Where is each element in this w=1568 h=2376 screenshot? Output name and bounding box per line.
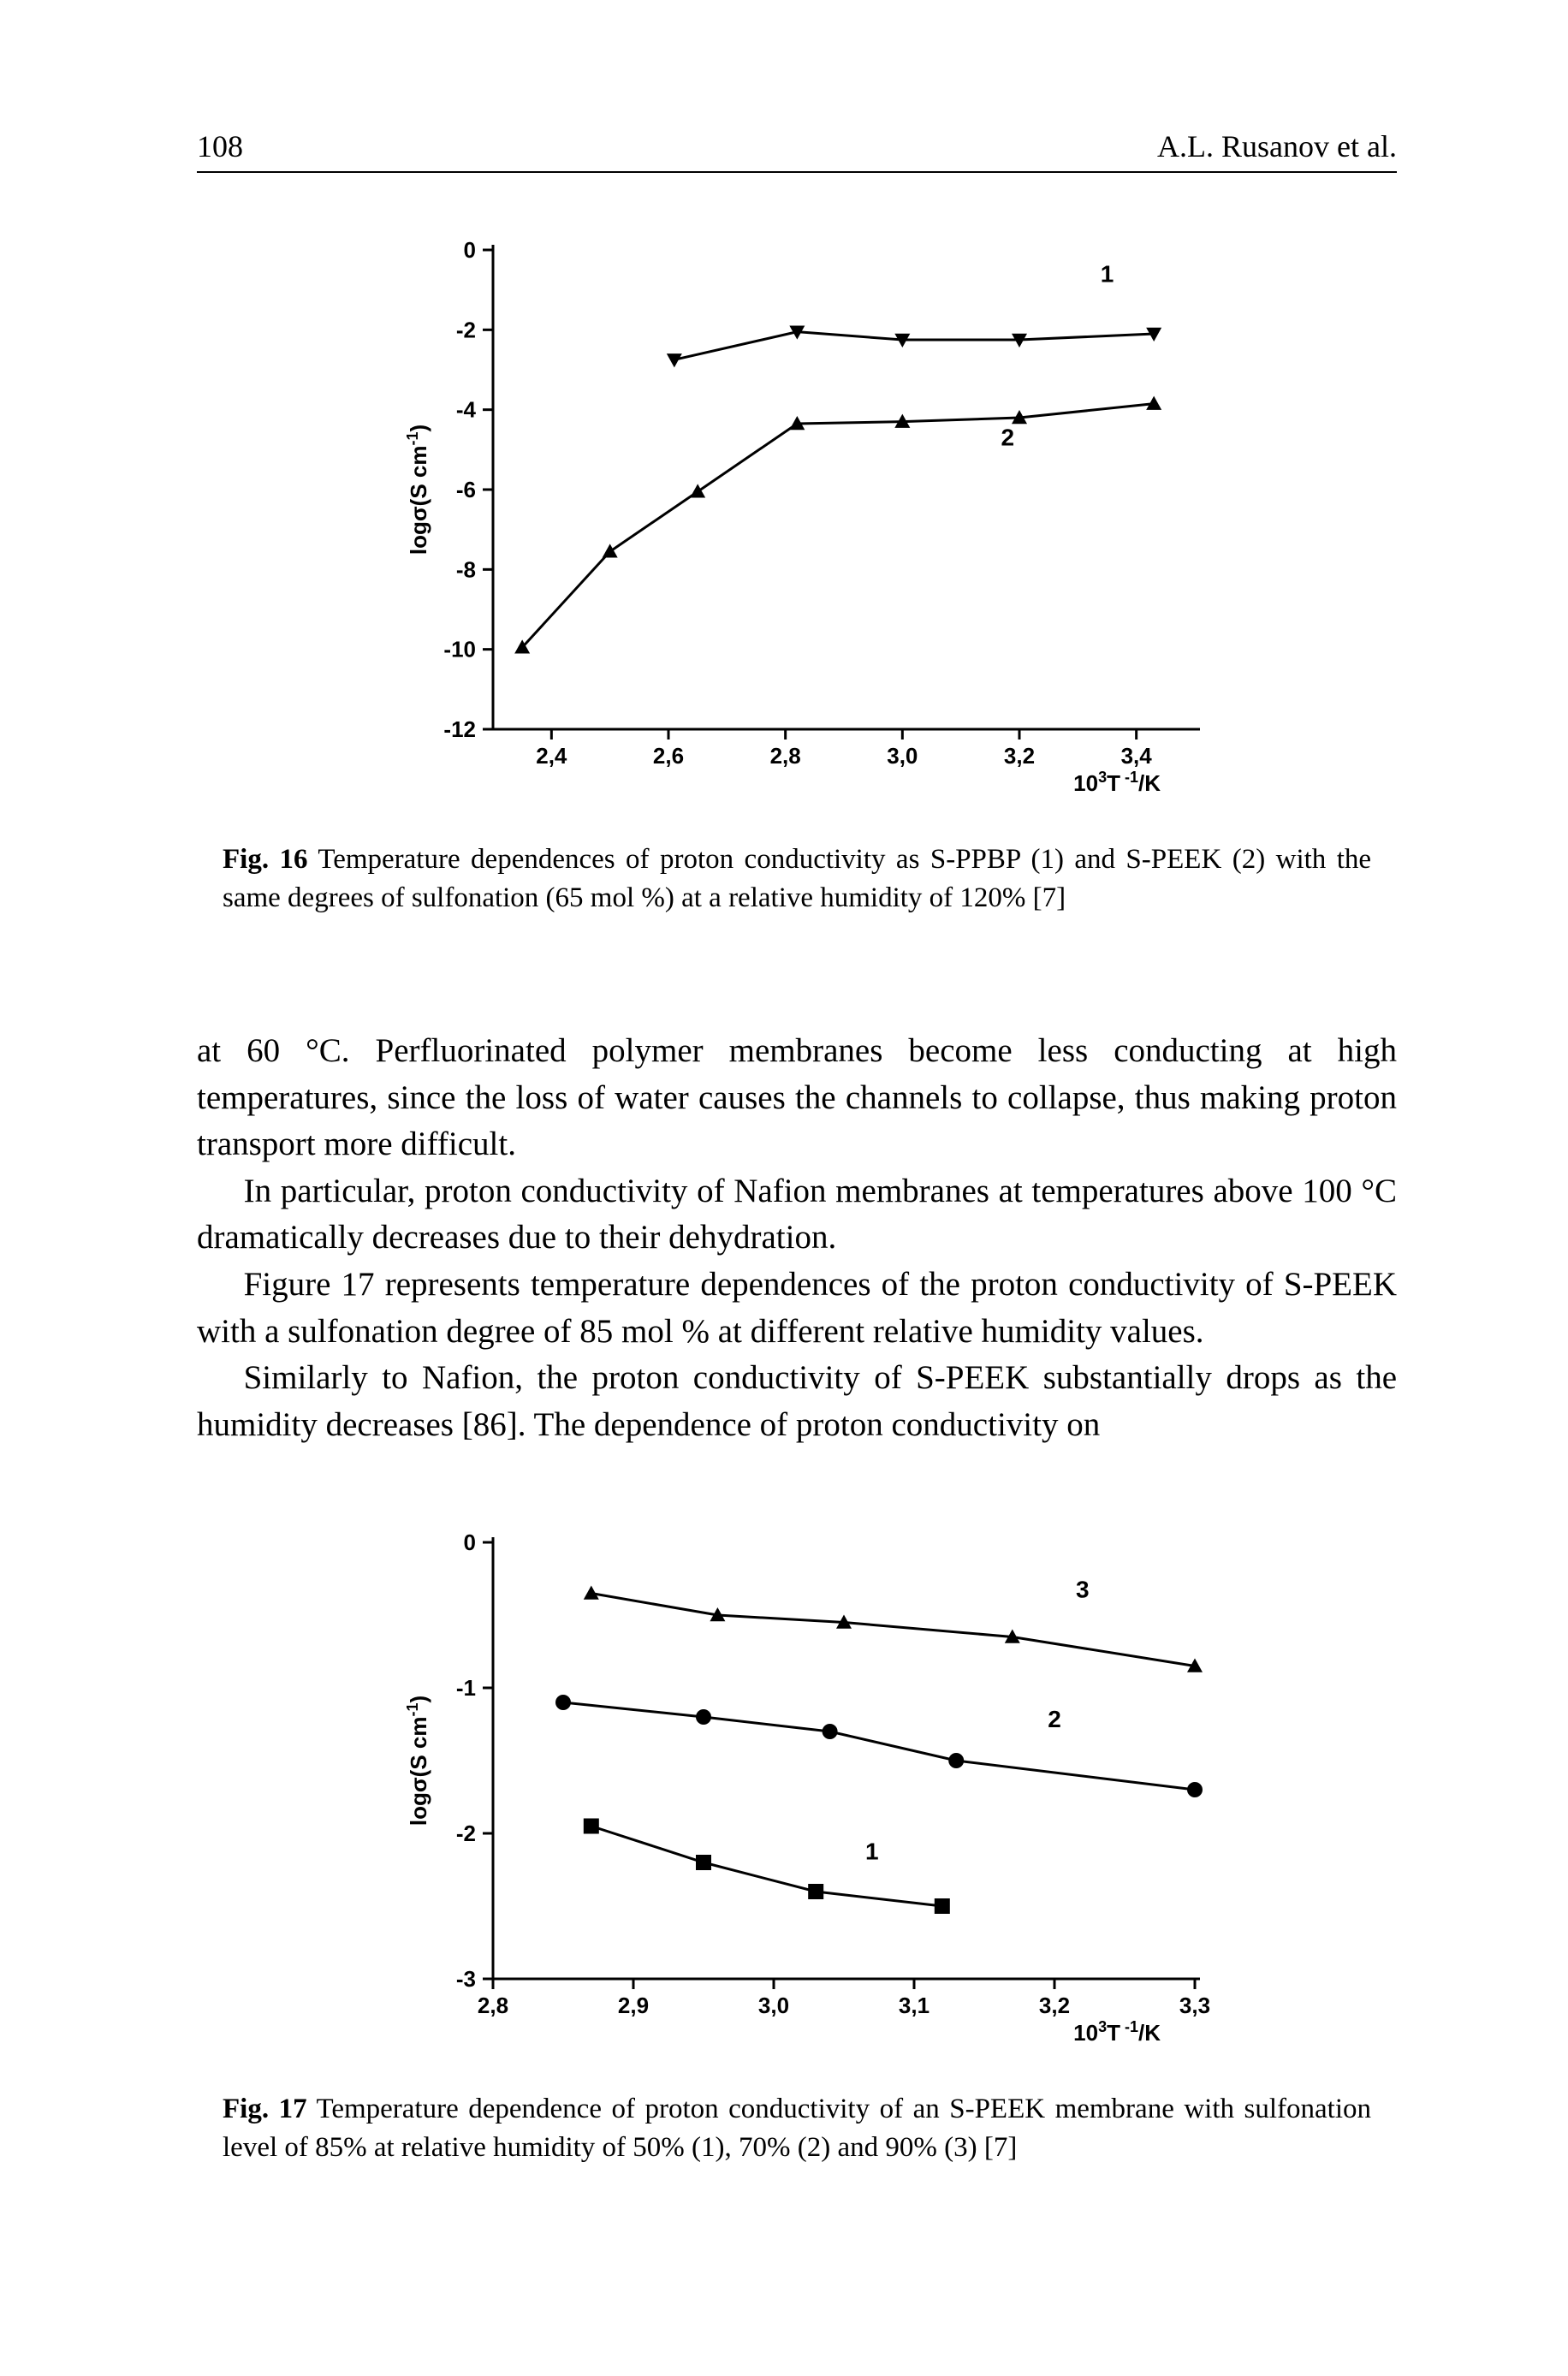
fig16-caption-text: Temperature dependences of proton conduc… <box>223 844 1371 913</box>
svg-text:3,1: 3,1 <box>899 1993 930 2018</box>
fig17-caption: Fig. 17 Temperature dependence of proton… <box>223 2090 1371 2166</box>
svg-text:-2: -2 <box>456 317 476 342</box>
svg-text:-12: -12 <box>443 716 476 742</box>
fig16-label: Fig. 16 <box>223 844 308 875</box>
fig16-chart: 0 -2 -4 -6 -8 -10 -12 2,4 2,6 2,8 3,0 3,2 3,4 logσ(S … <box>197 233 1397 806</box>
svg-text:0: 0 <box>464 1530 476 1555</box>
fig16-caption: Fig. 16 Temperature dependences of proto… <box>223 841 1371 917</box>
svg-text:3,4: 3,4 <box>1121 743 1153 769</box>
svg-text:logσ(S cm-1): logσ(S cm-1) <box>404 425 431 555</box>
svg-text:logσ(S cm-1): logσ(S cm-1) <box>404 1696 431 1826</box>
fig16-svg: 0 -2 -4 -6 -8 -10 -12 2,4 2,6 2,8 3,0 3,2 3,4 logσ(S … <box>347 233 1246 806</box>
svg-text:2,9: 2,9 <box>618 1993 649 2018</box>
fig17-caption-text: Temperature dependence of proton conduct… <box>223 2094 1371 2163</box>
svg-text:1: 1 <box>865 1838 879 1865</box>
page-number: 108 <box>197 128 243 164</box>
para4: Similarly to Nafion, the proton conducti… <box>197 1355 1397 1448</box>
svg-text:2,6: 2,6 <box>653 743 684 769</box>
running-head: A.L. Rusanov et al. <box>1157 128 1397 164</box>
svg-text:2,4: 2,4 <box>536 743 567 769</box>
para3: Figure 17 represents temperature depende… <box>197 1262 1397 1355</box>
svg-text:1: 1 <box>1101 260 1114 287</box>
fig17-svg: 0 -1 -2 -32,8 2,9 3,0 3,1 3,2 3,3 logσ(S cm-1) 103… <box>347 1525 1246 2056</box>
svg-text:0: 0 <box>464 237 476 263</box>
svg-text:103T -1/K: 103T -1/K <box>1073 2018 1161 2046</box>
body-text: at 60 °C. Perfluorinated polymer membran… <box>197 1028 1397 1448</box>
para1: at 60 °C. Perfluorinated polymer membran… <box>197 1028 1397 1168</box>
svg-text:3,3: 3,3 <box>1179 1993 1210 2018</box>
para2: In particular, proton conductivity of Na… <box>197 1168 1397 1262</box>
svg-text:3,0: 3,0 <box>758 1993 789 2018</box>
svg-text:3,2: 3,2 <box>1039 1993 1070 2018</box>
svg-text:3,2: 3,2 <box>1004 743 1035 769</box>
fig17-label: Fig. 17 <box>223 2094 307 2124</box>
svg-text:2,8: 2,8 <box>770 743 801 769</box>
svg-text:3,0: 3,0 <box>887 743 918 769</box>
svg-text:2: 2 <box>1048 1706 1061 1732</box>
svg-text:-4: -4 <box>456 397 477 423</box>
fig17-chart: 0 -1 -2 -32,8 2,9 3,0 3,1 3,2 3,3 logσ(S cm-1) 103… <box>197 1525 1397 2056</box>
svg-text:2: 2 <box>1001 425 1015 451</box>
svg-text:-6: -6 <box>456 477 476 502</box>
svg-text:-8: -8 <box>456 556 476 582</box>
page-header: 108 A.L. Rusanov et al. <box>197 128 1397 173</box>
svg-text:2,8: 2,8 <box>478 1993 508 2018</box>
svg-text:-10: -10 <box>443 637 476 662</box>
svg-text:-3: -3 <box>456 1966 476 1992</box>
svg-text:-2: -2 <box>456 1821 476 1846</box>
svg-text:-1: -1 <box>456 1675 476 1701</box>
svg-text:3: 3 <box>1076 1577 1090 1603</box>
svg-text:103T -1/K: 103T -1/K <box>1073 769 1161 796</box>
